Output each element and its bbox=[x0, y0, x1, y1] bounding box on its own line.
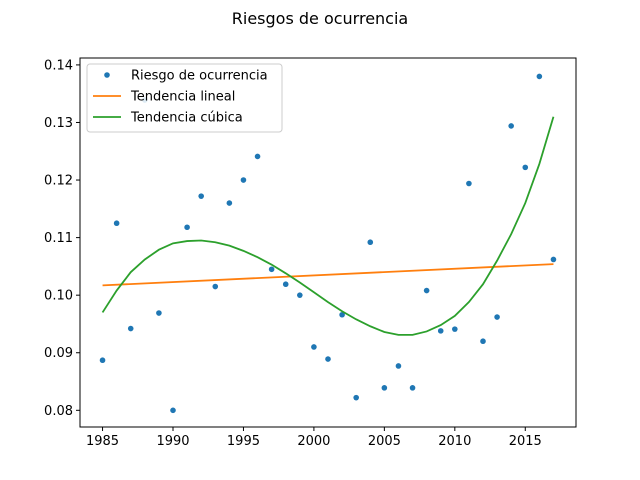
axes: 1985 1990 1995 2000 2005 2010 2015 0.08 0.09 0.10… bbox=[44, 57, 577, 449]
scatter-point bbox=[99, 357, 106, 364]
scatter-point bbox=[353, 394, 359, 401]
legend-box bbox=[86, 63, 283, 133]
scatter-point bbox=[409, 385, 416, 391]
scatter-point bbox=[297, 292, 303, 298]
scatter-point bbox=[240, 177, 247, 183]
scatter-point bbox=[423, 287, 430, 294]
scatter-point bbox=[254, 153, 261, 160]
legend-label: Tendencia cúbica bbox=[130, 111, 243, 126]
x-tick-label: 1995 bbox=[227, 434, 260, 449]
scatter-point bbox=[522, 164, 529, 171]
scatter-point bbox=[226, 200, 233, 206]
legend-label: Riesgo de ocurrencia bbox=[131, 69, 268, 84]
series-line-1 bbox=[102, 263, 554, 287]
chart-title: Riesgos de ocurrencia bbox=[232, 9, 408, 28]
legend-swatch-marker bbox=[104, 72, 110, 78]
scatter-point bbox=[268, 266, 275, 273]
series-line-2 bbox=[101, 116, 555, 336]
legend-label: Tendencia lineal bbox=[130, 90, 235, 105]
scatter-point bbox=[156, 310, 162, 316]
y-tick-label: 0.14 bbox=[44, 58, 73, 73]
y-tick-label: 0.09 bbox=[44, 346, 73, 361]
x-tick-label: 2015 bbox=[509, 434, 542, 449]
x-tick-label: 2010 bbox=[438, 434, 471, 449]
x-tick-label: 1990 bbox=[156, 434, 189, 449]
x-tick-label: 1985 bbox=[86, 434, 119, 449]
x-tick-label: 2005 bbox=[368, 434, 401, 449]
y-tick-label: 0.08 bbox=[44, 404, 73, 419]
scatter-point bbox=[184, 224, 190, 231]
scatter-point bbox=[452, 326, 458, 332]
scatter-point bbox=[494, 314, 500, 320]
scatter-point bbox=[381, 385, 388, 391]
plot-area bbox=[99, 73, 557, 414]
scatter-point bbox=[170, 407, 176, 414]
scatter-point bbox=[282, 281, 289, 288]
scatter-point bbox=[508, 123, 514, 129]
scatter-point bbox=[367, 239, 374, 246]
scatter-point bbox=[212, 283, 219, 290]
scatter-point bbox=[198, 193, 204, 199]
scatter-point bbox=[113, 220, 120, 227]
y-tick-label: 0.13 bbox=[44, 116, 73, 131]
scatter-point bbox=[325, 356, 331, 362]
scatter-point bbox=[466, 180, 472, 187]
y-tick-label: 0.12 bbox=[44, 174, 73, 189]
scatter-point bbox=[339, 311, 345, 318]
scatter-point bbox=[437, 328, 444, 334]
y-tick-label: 0.11 bbox=[44, 231, 73, 246]
scatter-point bbox=[536, 73, 543, 80]
y-tick-label: 0.10 bbox=[44, 289, 73, 304]
scatter-point bbox=[395, 363, 402, 369]
scatter-point bbox=[550, 256, 557, 263]
scatter-point bbox=[311, 344, 317, 350]
scatter-point bbox=[480, 338, 486, 345]
axes-frame bbox=[79, 57, 577, 428]
scatter-point bbox=[127, 325, 134, 332]
legend: Riesgo de ocurrencia Tendencia lineal Tend… bbox=[86, 63, 283, 133]
x-tick-label: 2000 bbox=[297, 434, 330, 449]
